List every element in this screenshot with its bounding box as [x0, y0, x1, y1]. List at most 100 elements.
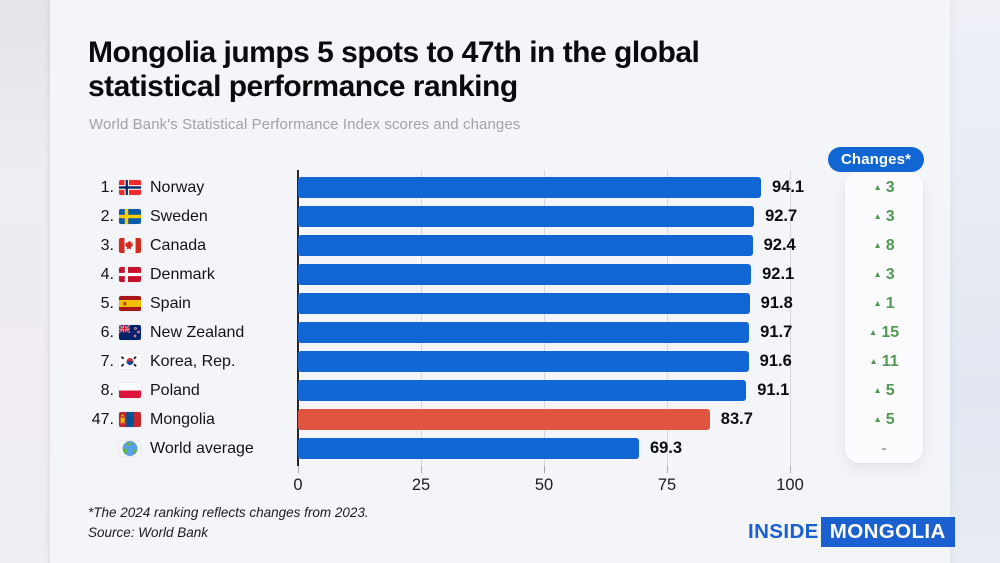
value-label: 83.7 [720, 410, 753, 428]
flag-sweden-icon [119, 209, 141, 224]
arrow-up-icon: ▲ [873, 182, 882, 193]
logo-mongolia-text: MONGOLIA [820, 517, 955, 547]
arrow-up-icon: ▲ [873, 240, 882, 251]
value-label: 92.4 [763, 236, 796, 254]
country-name: Canada [150, 236, 207, 254]
gridline [421, 170, 422, 466]
bar [298, 177, 761, 198]
x-axis-tick [789, 466, 791, 473]
change-item: ▲ 3 [845, 202, 923, 231]
country-row-label: World average [60, 434, 294, 463]
x-axis-tick [666, 466, 668, 473]
rank-label: 47. [91, 410, 114, 428]
bar [298, 264, 752, 285]
logo-inside-text: INSIDE [748, 520, 819, 543]
change-item: ▲ 11 [845, 347, 923, 376]
flag-new-zealand-icon [119, 325, 141, 340]
bar [298, 206, 755, 227]
x-axis-tick-label: 25 [411, 476, 431, 494]
country-name: Poland [150, 381, 200, 399]
arrow-up-icon: ▲ [869, 356, 878, 367]
country-row-label: 1. Norway [60, 173, 294, 202]
country-name: Mongolia [150, 410, 215, 428]
x-axis-tick [420, 466, 422, 473]
value-label: 94.1 [771, 178, 805, 196]
chart-subtitle: World Bank's Statistical Performance Ind… [89, 116, 521, 133]
change-item: ▲ 5 [845, 405, 923, 434]
bar [298, 351, 749, 372]
bar [298, 322, 750, 343]
change-value: 1 [885, 294, 895, 312]
country-label-column: 1. Norway 2. Sweden 3. Canada 4. Denmark 5. Spain… [60, 173, 294, 463]
arrow-up-icon: ▲ [873, 269, 882, 280]
y-axis-line [297, 170, 299, 466]
value-label: 69.3 [649, 439, 683, 457]
changes-card: ▲ 3 ▲ 3 ▲ 8 ▲ 3 ▲ 1 ▲ 15 ▲ 11 ▲ 5 ▲ 5- [845, 172, 923, 463]
x-axis-tick-label: 75 [657, 476, 677, 494]
change-value: 5 [885, 381, 895, 399]
country-row-label: 7. Korea, Rep. [60, 347, 294, 376]
rank-label: 2. [100, 207, 114, 225]
change-value: 3 [885, 265, 895, 283]
change-item: ▲ 15 [845, 318, 923, 347]
flag-norway-icon [119, 180, 141, 195]
value-label: 91.1 [757, 381, 790, 399]
country-row-label: 47. Mongolia [60, 405, 294, 434]
x-axis-tick-label: 50 [534, 476, 554, 494]
arrow-up-icon: ▲ [873, 298, 882, 309]
source-note: Source: World Bank [88, 525, 209, 540]
flag-world-icon [119, 441, 141, 456]
left-blur-band [0, 0, 50, 563]
x-axis-tick-label: 0 [293, 476, 303, 494]
gridline [667, 170, 668, 466]
country-name: Norway [150, 178, 205, 196]
change-item: - [845, 434, 923, 463]
country-row-label: 8. Poland [60, 376, 294, 405]
change-item: ▲ 3 [845, 173, 923, 202]
change-value: 8 [885, 236, 895, 254]
logo: INSIDE MONGOLIA [748, 517, 955, 547]
country-name: Sweden [150, 207, 208, 225]
change-value: 15 [881, 323, 900, 341]
changes-column-header: Changes* [828, 147, 924, 172]
country-row-label: 5. Spain [60, 289, 294, 318]
value-label: 91.6 [759, 352, 792, 370]
country-name: New Zealand [150, 323, 245, 341]
flag-mongolia-icon [119, 412, 141, 427]
right-blur-band [950, 0, 1000, 563]
country-name: Spain [150, 294, 191, 312]
flag-south-korea-icon [119, 354, 141, 369]
arrow-up-icon: ▲ [873, 211, 882, 222]
x-axis-tick-label: 100 [776, 476, 804, 494]
flag-poland-icon [119, 383, 141, 398]
bar [298, 380, 747, 401]
flag-denmark-icon [119, 267, 141, 282]
flag-spain-icon [119, 296, 141, 311]
country-name: Denmark [150, 265, 215, 283]
country-row-label: 6. New Zealand [60, 318, 294, 347]
country-name: World average [150, 439, 254, 457]
bar [298, 293, 750, 314]
change-value: 3 [885, 178, 895, 196]
bar-chart-plot-area: 0 25 50 75 100 94.1 92.7 92.4 92.1 91.8 91.7 91.6 91… [293, 170, 804, 494]
value-label: 92.7 [765, 207, 798, 225]
rank-label: 3. [100, 236, 114, 254]
country-row-label: 4. Denmark [60, 260, 294, 289]
arrow-up-icon: ▲ [873, 414, 882, 425]
rank-label: 5. [100, 294, 114, 312]
title-line1: Mongolia jumps 5 spots to 47th in the gl… [88, 36, 700, 69]
x-axis-tick [297, 466, 299, 473]
change-item: ▲ 3 [845, 260, 923, 289]
page-title: Mongolia jumps 5 spots to 47th in the gl… [88, 36, 888, 104]
gridline [790, 170, 791, 466]
arrow-up-icon: ▲ [873, 385, 882, 396]
arrow-up-icon: ▲ [868, 327, 878, 338]
rank-label: 4. [100, 265, 114, 283]
flag-canada-icon [119, 238, 141, 253]
change-value: 3 [885, 207, 895, 225]
country-row-label: 2. Sweden [60, 202, 294, 231]
change-item: ▲ 5 [845, 376, 923, 405]
change-value: 11 [881, 352, 899, 370]
title-line2: statistical performance ranking [88, 70, 518, 103]
